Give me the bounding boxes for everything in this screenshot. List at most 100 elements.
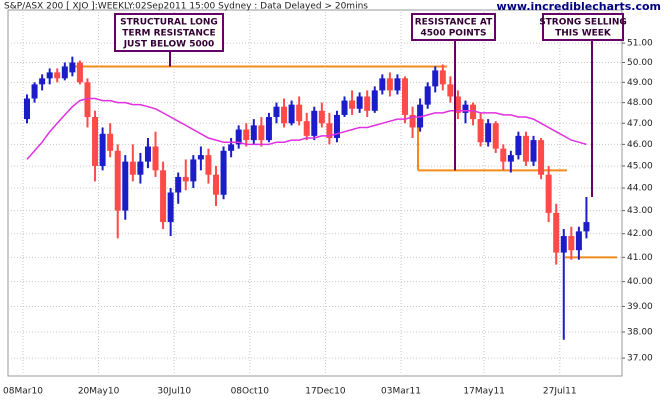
y-tick-label: 45.00 [627,161,653,171]
candle-body [205,155,212,175]
y-tick-label: 46.00 [627,140,653,150]
candle-body [371,90,378,111]
candle-body [553,212,560,253]
annotation-box [411,13,496,41]
y-tick-label: 48.00 [627,98,653,108]
candle-body [122,161,129,211]
candle-body [265,117,272,141]
candle-body [296,104,303,122]
annotation-box [114,13,224,52]
candle-body [129,161,136,175]
candle-body [417,104,424,128]
candle-body [485,123,492,143]
candle-body [303,121,310,136]
annotation-text: STRUCTURAL LONG [120,18,218,28]
y-tick-label: 44.00 [627,184,653,194]
candle-body [424,86,431,105]
annotation-text: JUST BELOW 5000 [123,40,215,50]
x-tick-label: 03Mar11 [381,387,421,397]
y-tick-label: 42.00 [627,229,653,239]
candle-body [394,78,401,91]
candle-body [311,110,318,136]
candle-body [281,106,288,124]
y-tick-label: 50.00 [627,58,653,68]
candle-body [31,84,38,99]
candle-body [175,176,182,193]
candle-body [137,161,144,175]
candle-body [258,125,265,141]
candle-body [69,62,76,73]
candle-body [76,62,83,83]
x-tick-label: 08Mar10 [3,387,43,397]
candle-body [114,150,121,211]
candle-body [273,106,280,118]
y-tick-label: 47.00 [627,119,653,129]
candle-body [439,70,446,85]
candle-body [454,96,461,113]
candle-body [462,104,469,113]
x-tick-label: 27Jul11 [543,387,577,397]
annotation-text: STRONG SELLING [539,18,627,28]
candle-body [167,192,174,223]
x-tick-label: 20May10 [78,387,120,397]
candle-body [197,155,204,160]
candle-body [568,236,575,251]
candle-body [507,155,514,162]
candle-body [61,66,68,79]
candle-body [54,72,61,79]
candle-body [220,150,227,195]
candle-body [24,98,30,120]
candle-body [152,146,159,171]
candle-body [228,144,235,151]
plot-frame [7,9,623,377]
y-tick-label: 40.00 [627,277,653,287]
candle-body [190,159,197,182]
candle-body [447,84,454,97]
candle-body [477,119,484,143]
candle-body [402,78,408,115]
y-tick-label: 38.00 [627,327,653,337]
candle-body [530,140,537,162]
y-tick-label: 39.00 [627,302,653,312]
candle-body [84,82,91,118]
candle-body [46,72,53,79]
candle-body [326,123,333,138]
candle-body [538,140,545,175]
candle-body [92,117,99,166]
annotation-text: 4500 POINTS [421,29,487,39]
candle-body [107,133,114,151]
annotation-text: THIS WEEK [555,29,612,39]
candle-body [341,100,348,115]
candle-body [409,114,416,128]
y-tick-label: 51.00 [627,39,653,49]
moving-average [26,97,587,160]
candle-body [500,148,507,162]
annotation-box [542,13,624,41]
candle-body [560,236,567,253]
x-tick-label: 17Dec10 [305,387,346,397]
candle-body [364,96,371,111]
candle-body [39,78,46,85]
candle-body [379,78,386,91]
chart-title: S&P/ASX 200 [ XJO ]:WEEKLY:02Sep2011 15:… [4,2,368,12]
candle-body [160,170,167,223]
candle-body [515,135,522,156]
candle-body [386,78,393,91]
annotation-text: TERM RESISTANCE [122,29,215,39]
candle-body [432,70,439,87]
annotation-text: RESISTANCE AT [415,18,493,28]
x-tick-label: 08Oct10 [231,387,270,397]
candle-body [470,104,477,120]
watermark: www.incrediblecharts.com [497,0,661,13]
candle-body [545,174,552,213]
candle-body [243,129,250,141]
candle-body [575,231,582,251]
y-tick-label: 37.00 [627,354,653,364]
y-tick-label: 41.00 [627,253,653,263]
candle-body [522,135,529,162]
x-tick-label: 30Jul10 [157,387,191,397]
candle-body [583,222,590,232]
candle-body [492,123,499,149]
candle-body [349,100,356,109]
